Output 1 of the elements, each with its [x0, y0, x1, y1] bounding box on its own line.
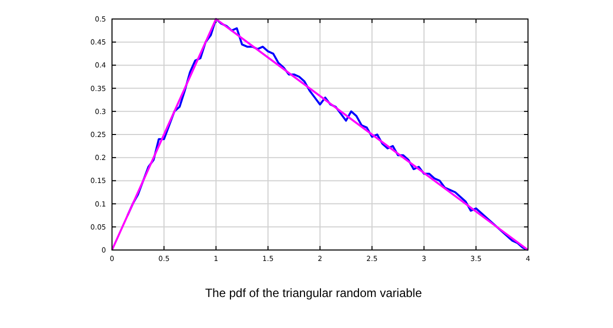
text: The pdf of the triangular random variable [205, 286, 422, 300]
